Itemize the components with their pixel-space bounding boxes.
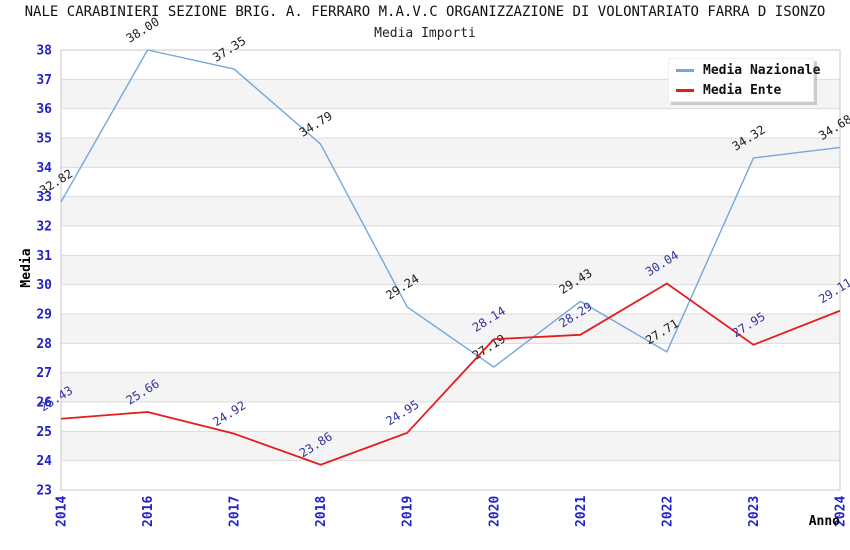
grid-band <box>61 343 840 373</box>
grid-band <box>61 108 840 138</box>
chart-subtitle: Media Importi <box>374 26 476 41</box>
y-tick-label: 33 <box>36 190 52 205</box>
legend-line-swatch-ente <box>676 88 694 92</box>
y-tick-label: 27 <box>36 366 52 381</box>
grid-band <box>61 167 840 197</box>
y-tick-label: 25 <box>36 425 52 440</box>
legend-item-media-nazionale: Media Nazionale <box>669 62 820 78</box>
x-tick-label: 2024 <box>834 496 849 527</box>
point-label: 38.00 <box>124 15 162 46</box>
chart-title: NALE CARABINIERI SEZIONE BRIG. A. FERRAR… <box>24 4 826 20</box>
x-tick-label: 2014 <box>55 496 70 527</box>
legend-item-media-ente: Media Ente <box>669 82 813 98</box>
grid-band <box>61 460 840 490</box>
x-tick-label: 2016 <box>141 496 156 527</box>
legend-label: Media Ente <box>703 82 782 98</box>
x-tick-label: 2020 <box>487 496 502 527</box>
legend-label: Media Nazionale <box>703 62 821 78</box>
y-tick-label: 35 <box>36 132 52 147</box>
y-tick-label: 32 <box>36 220 52 235</box>
x-tick-label: 2019 <box>401 496 416 527</box>
x-tick-label: 2018 <box>314 496 329 527</box>
x-tick-label: 2023 <box>747 496 762 527</box>
grid-band <box>61 255 840 285</box>
grid-band <box>61 431 840 461</box>
x-tick-label: 2021 <box>574 496 589 527</box>
legend-line-swatch-nazionale <box>676 68 694 72</box>
x-axis-title: Anno <box>809 514 840 529</box>
y-tick-label: 30 <box>36 278 52 293</box>
grid-band <box>61 226 840 256</box>
grid-band <box>61 402 840 432</box>
plot-border <box>60 49 841 491</box>
x-tick-label: 2017 <box>228 496 243 527</box>
y-tick-label: 38 <box>36 44 52 59</box>
series-line-media-ente <box>60 282 841 466</box>
chart-legend: Media Nazionale Media Ente <box>668 58 820 102</box>
y-tick-label: 34 <box>36 161 52 176</box>
y-axis-title: Media <box>19 248 34 287</box>
y-tick-label: 36 <box>36 102 52 117</box>
y-tick-label: 26 <box>36 396 52 411</box>
y-tick-label: 29 <box>36 308 52 323</box>
y-tick-label: 23 <box>36 484 52 499</box>
series-line-media-nazionale <box>60 49 841 368</box>
y-tick-label: 24 <box>36 454 52 469</box>
y-tick-label: 28 <box>36 337 52 352</box>
x-tick-label: 2022 <box>660 496 675 527</box>
y-tick-label: 31 <box>36 249 52 264</box>
grid-band <box>61 314 840 344</box>
grid-band <box>61 196 840 226</box>
grid-band <box>61 284 840 314</box>
y-tick-label: 37 <box>36 73 52 88</box>
grid-band <box>61 138 840 168</box>
